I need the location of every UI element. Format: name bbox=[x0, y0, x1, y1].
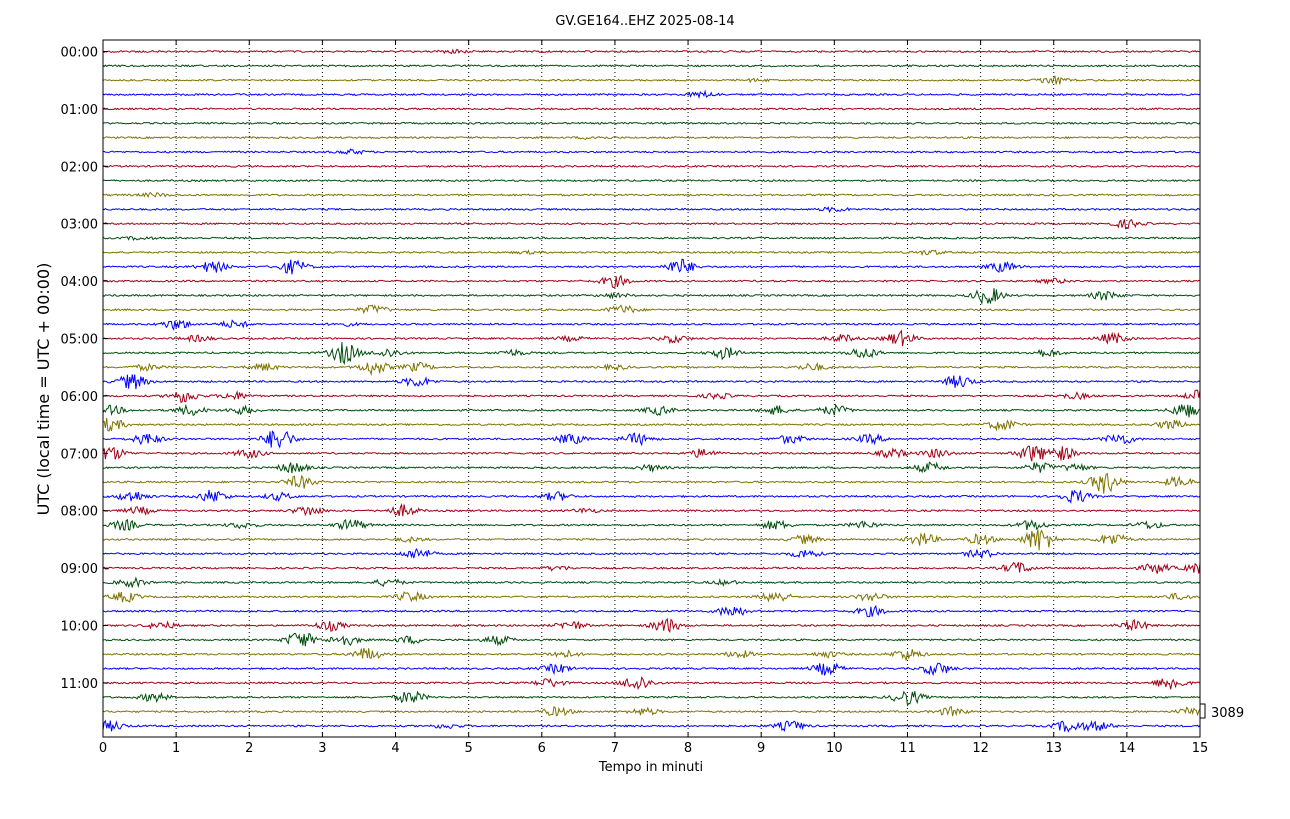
trace-0830 bbox=[102, 529, 1201, 551]
trace-0515 bbox=[102, 342, 1201, 366]
trace-0030 bbox=[102, 75, 1201, 85]
x-tick-label: 1 bbox=[172, 741, 180, 756]
trace-group bbox=[102, 48, 1201, 733]
x-tick-label: 6 bbox=[538, 741, 546, 756]
trace-0145 bbox=[103, 148, 1201, 156]
trace-0100 bbox=[102, 107, 1201, 111]
chart-title: GV.GE164..EHZ 2025-08-14 bbox=[555, 14, 734, 29]
y-axis: 00:00 01:00 02:00 03:00 04:00 05:00 06:00 07:00… bbox=[61, 46, 108, 692]
trace-0600 bbox=[102, 389, 1201, 404]
y-axis-label: UTC (local time = UTC + 00:00) bbox=[34, 263, 53, 516]
trace-0045 bbox=[102, 89, 1201, 100]
trace-0945 bbox=[102, 604, 1201, 618]
trace-0315 bbox=[102, 235, 1201, 241]
trace-0630 bbox=[102, 418, 1201, 432]
trace-1100 bbox=[102, 676, 1201, 691]
trace-0500 bbox=[102, 329, 1201, 346]
trace-0115 bbox=[102, 121, 1201, 125]
trace-0415 bbox=[102, 288, 1201, 305]
trace-1115 bbox=[102, 690, 1201, 707]
y-tick-label: 04:00 bbox=[61, 275, 98, 290]
trace-0545 bbox=[102, 374, 1201, 390]
trace-1045 bbox=[102, 662, 1201, 677]
amplitude-scale: 3089 bbox=[1200, 703, 1244, 721]
trace-1000 bbox=[102, 617, 1201, 634]
x-axis: 0 1 2 3 4 5 6 7 8 9 10 11 12 13 14 15 bbox=[99, 40, 1208, 756]
x-tick-label: 13 bbox=[1045, 741, 1062, 756]
trace-0430 bbox=[102, 304, 1201, 315]
y-tick-label: 00:00 bbox=[61, 46, 98, 61]
trace-0700 bbox=[102, 445, 1201, 462]
trace-0730 bbox=[102, 472, 1201, 494]
plot-frame bbox=[102, 39, 1201, 738]
trace-0900 bbox=[102, 561, 1201, 574]
x-tick-label: 0 bbox=[99, 741, 107, 756]
trace-0745 bbox=[102, 489, 1201, 505]
x-tick-label: 8 bbox=[684, 741, 692, 756]
x-tick-label: 11 bbox=[899, 741, 916, 756]
trace-0245 bbox=[102, 206, 1201, 214]
y-tick-label: 05:00 bbox=[61, 333, 98, 348]
scale-label: 3089 bbox=[1211, 706, 1244, 721]
y-tick-label: 03:00 bbox=[61, 218, 98, 233]
scale-bracket bbox=[1200, 703, 1206, 719]
x-tick-label: 9 bbox=[757, 741, 765, 756]
trace-0130 bbox=[102, 135, 1201, 140]
x-tick-label: 3 bbox=[318, 741, 326, 756]
y-tick-label: 09:00 bbox=[61, 562, 98, 577]
x-tick-label: 5 bbox=[465, 741, 473, 756]
trace-0845 bbox=[102, 547, 1201, 559]
trace-0345 bbox=[102, 258, 1201, 275]
trace-1015 bbox=[102, 632, 1201, 647]
trace-0715 bbox=[102, 461, 1201, 474]
trace-0800 bbox=[103, 503, 1201, 517]
y-tick-label: 07:00 bbox=[61, 447, 98, 462]
trace-1130 bbox=[102, 705, 1201, 717]
y-tick-label: 11:00 bbox=[61, 677, 98, 692]
y-tick-label: 08:00 bbox=[61, 505, 98, 520]
x-tick-label: 7 bbox=[611, 741, 619, 756]
trace-0330 bbox=[102, 249, 1201, 256]
x-tick-label: 2 bbox=[245, 741, 253, 756]
x-tick-label: 15 bbox=[1192, 741, 1209, 756]
trace-1145 bbox=[102, 719, 1201, 733]
trace-0615 bbox=[102, 403, 1201, 418]
y-tick-label: 06:00 bbox=[61, 390, 98, 405]
trace-0915 bbox=[102, 576, 1201, 589]
trace-0530 bbox=[102, 361, 1201, 377]
trace-0815 bbox=[102, 518, 1201, 531]
x-tick-label: 4 bbox=[391, 741, 399, 756]
x-tick-label: 14 bbox=[1119, 741, 1136, 756]
trace-0445 bbox=[102, 319, 1201, 331]
trace-0200 bbox=[102, 164, 1201, 168]
y-tick-label: 10:00 bbox=[61, 620, 98, 635]
x-axis-label: Tempo in minuti bbox=[598, 760, 703, 775]
trace-0930 bbox=[102, 590, 1201, 603]
trace-0645 bbox=[102, 430, 1201, 449]
x-tick-label: 12 bbox=[972, 741, 989, 756]
trace-0300 bbox=[102, 219, 1201, 230]
y-tick-label: 02:00 bbox=[61, 160, 98, 175]
trace-0015 bbox=[102, 64, 1201, 68]
trace-0215 bbox=[102, 178, 1201, 183]
x-tick-label: 10 bbox=[826, 741, 843, 756]
trace-1030 bbox=[102, 647, 1201, 661]
trace-0400 bbox=[102, 274, 1201, 289]
minute-grid bbox=[175, 40, 1128, 737]
trace-0000 bbox=[102, 48, 1201, 55]
trace-0230 bbox=[102, 191, 1201, 199]
y-tick-label: 01:00 bbox=[61, 103, 98, 118]
